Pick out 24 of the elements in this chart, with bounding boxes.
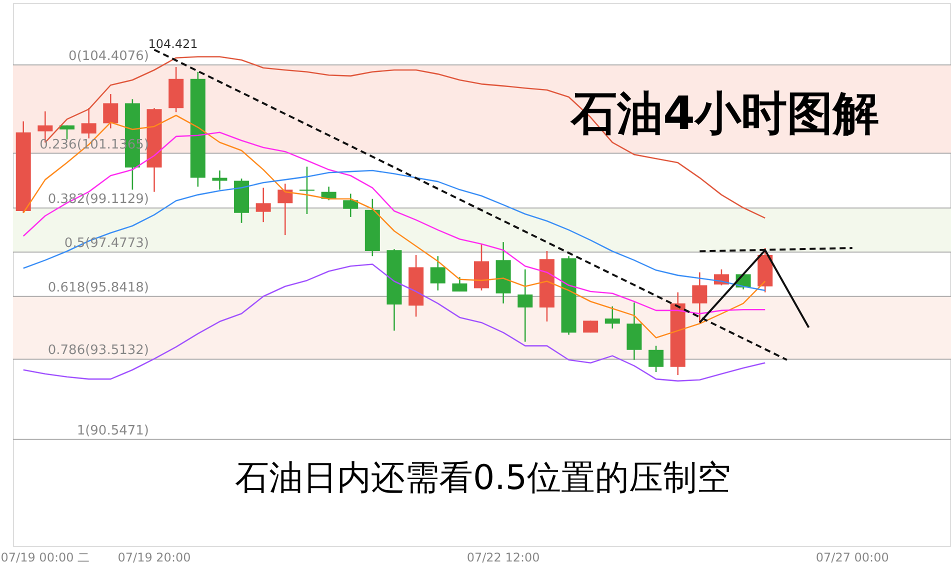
candlestick (452, 276, 468, 292)
candlestick (59, 124, 74, 140)
candlestick (343, 193, 358, 218)
x-tick-label: 07/19 00:00 二 (0, 550, 90, 563)
candlestick (212, 170, 228, 190)
candlestick (692, 272, 708, 324)
candlestick (518, 268, 533, 342)
candlestick (299, 166, 314, 215)
candlestick (648, 345, 664, 373)
ref-line-label: 1(90.5471) (76, 423, 149, 438)
annotation: 石油日内还需看0.5位置的压制空 (234, 458, 732, 498)
candlestick (103, 93, 118, 129)
candlestick (278, 183, 293, 236)
candlestick (604, 306, 620, 330)
ref-line-label: 0(104.4076) (68, 48, 149, 64)
candlestick (256, 187, 271, 223)
ref-line-label: 0.618(95.8418) (48, 280, 149, 296)
x-tick-label: 07/22 12:00 (466, 550, 540, 563)
annotation: 104.421 (148, 37, 198, 51)
x-tick-label: 07/19 20:00 (118, 550, 191, 563)
candlestick (430, 255, 446, 292)
ref-line-label: 0.786(93.5132) (48, 343, 149, 358)
candlestick (81, 107, 96, 139)
x-tick-label: 07/27 00:00 (816, 550, 889, 563)
